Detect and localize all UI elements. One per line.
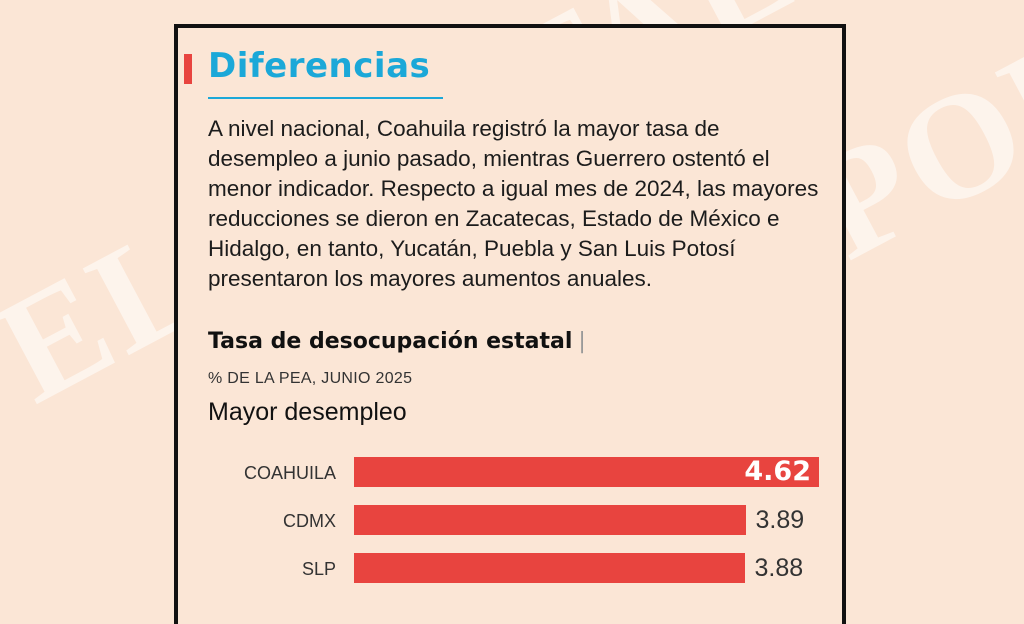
- bar-category-label: COAHUILA: [243, 463, 336, 483]
- accent-bar: [184, 54, 192, 84]
- bar-category-label: CDMX: [283, 511, 336, 531]
- bar-row: SLP 3.88: [178, 553, 842, 585]
- bar-value-label: 4.62: [744, 456, 811, 487]
- section-title: Diferencias: [208, 46, 431, 86]
- bar-category-label: SLP: [301, 559, 336, 579]
- body-paragraph: A nivel nacional, Coahuila registró la m…: [208, 116, 819, 291]
- chart-title-text: Tasa de desocupación estatal: [208, 329, 573, 354]
- bar-row: CDMX 3.89: [178, 505, 842, 537]
- chart-title: Tasa de desocupación estatal |: [208, 329, 586, 354]
- bar-value-label: 3.89: [755, 506, 805, 534]
- bar: [354, 457, 819, 487]
- chart-title-separator: |: [578, 329, 586, 354]
- chart-subtitle: % DE LA PEA, JUNIO 2025: [208, 370, 413, 387]
- infographic-card: Diferencias A nivel nacional, Coahuila r…: [174, 24, 846, 624]
- bar: [354, 505, 746, 535]
- chart-group-label: Mayor desempleo: [208, 398, 407, 426]
- bar: [354, 553, 745, 583]
- bar-row: COAHUILA 4.62: [178, 456, 842, 489]
- bar-value-label: 3.88: [754, 554, 804, 582]
- title-underline: [208, 97, 443, 99]
